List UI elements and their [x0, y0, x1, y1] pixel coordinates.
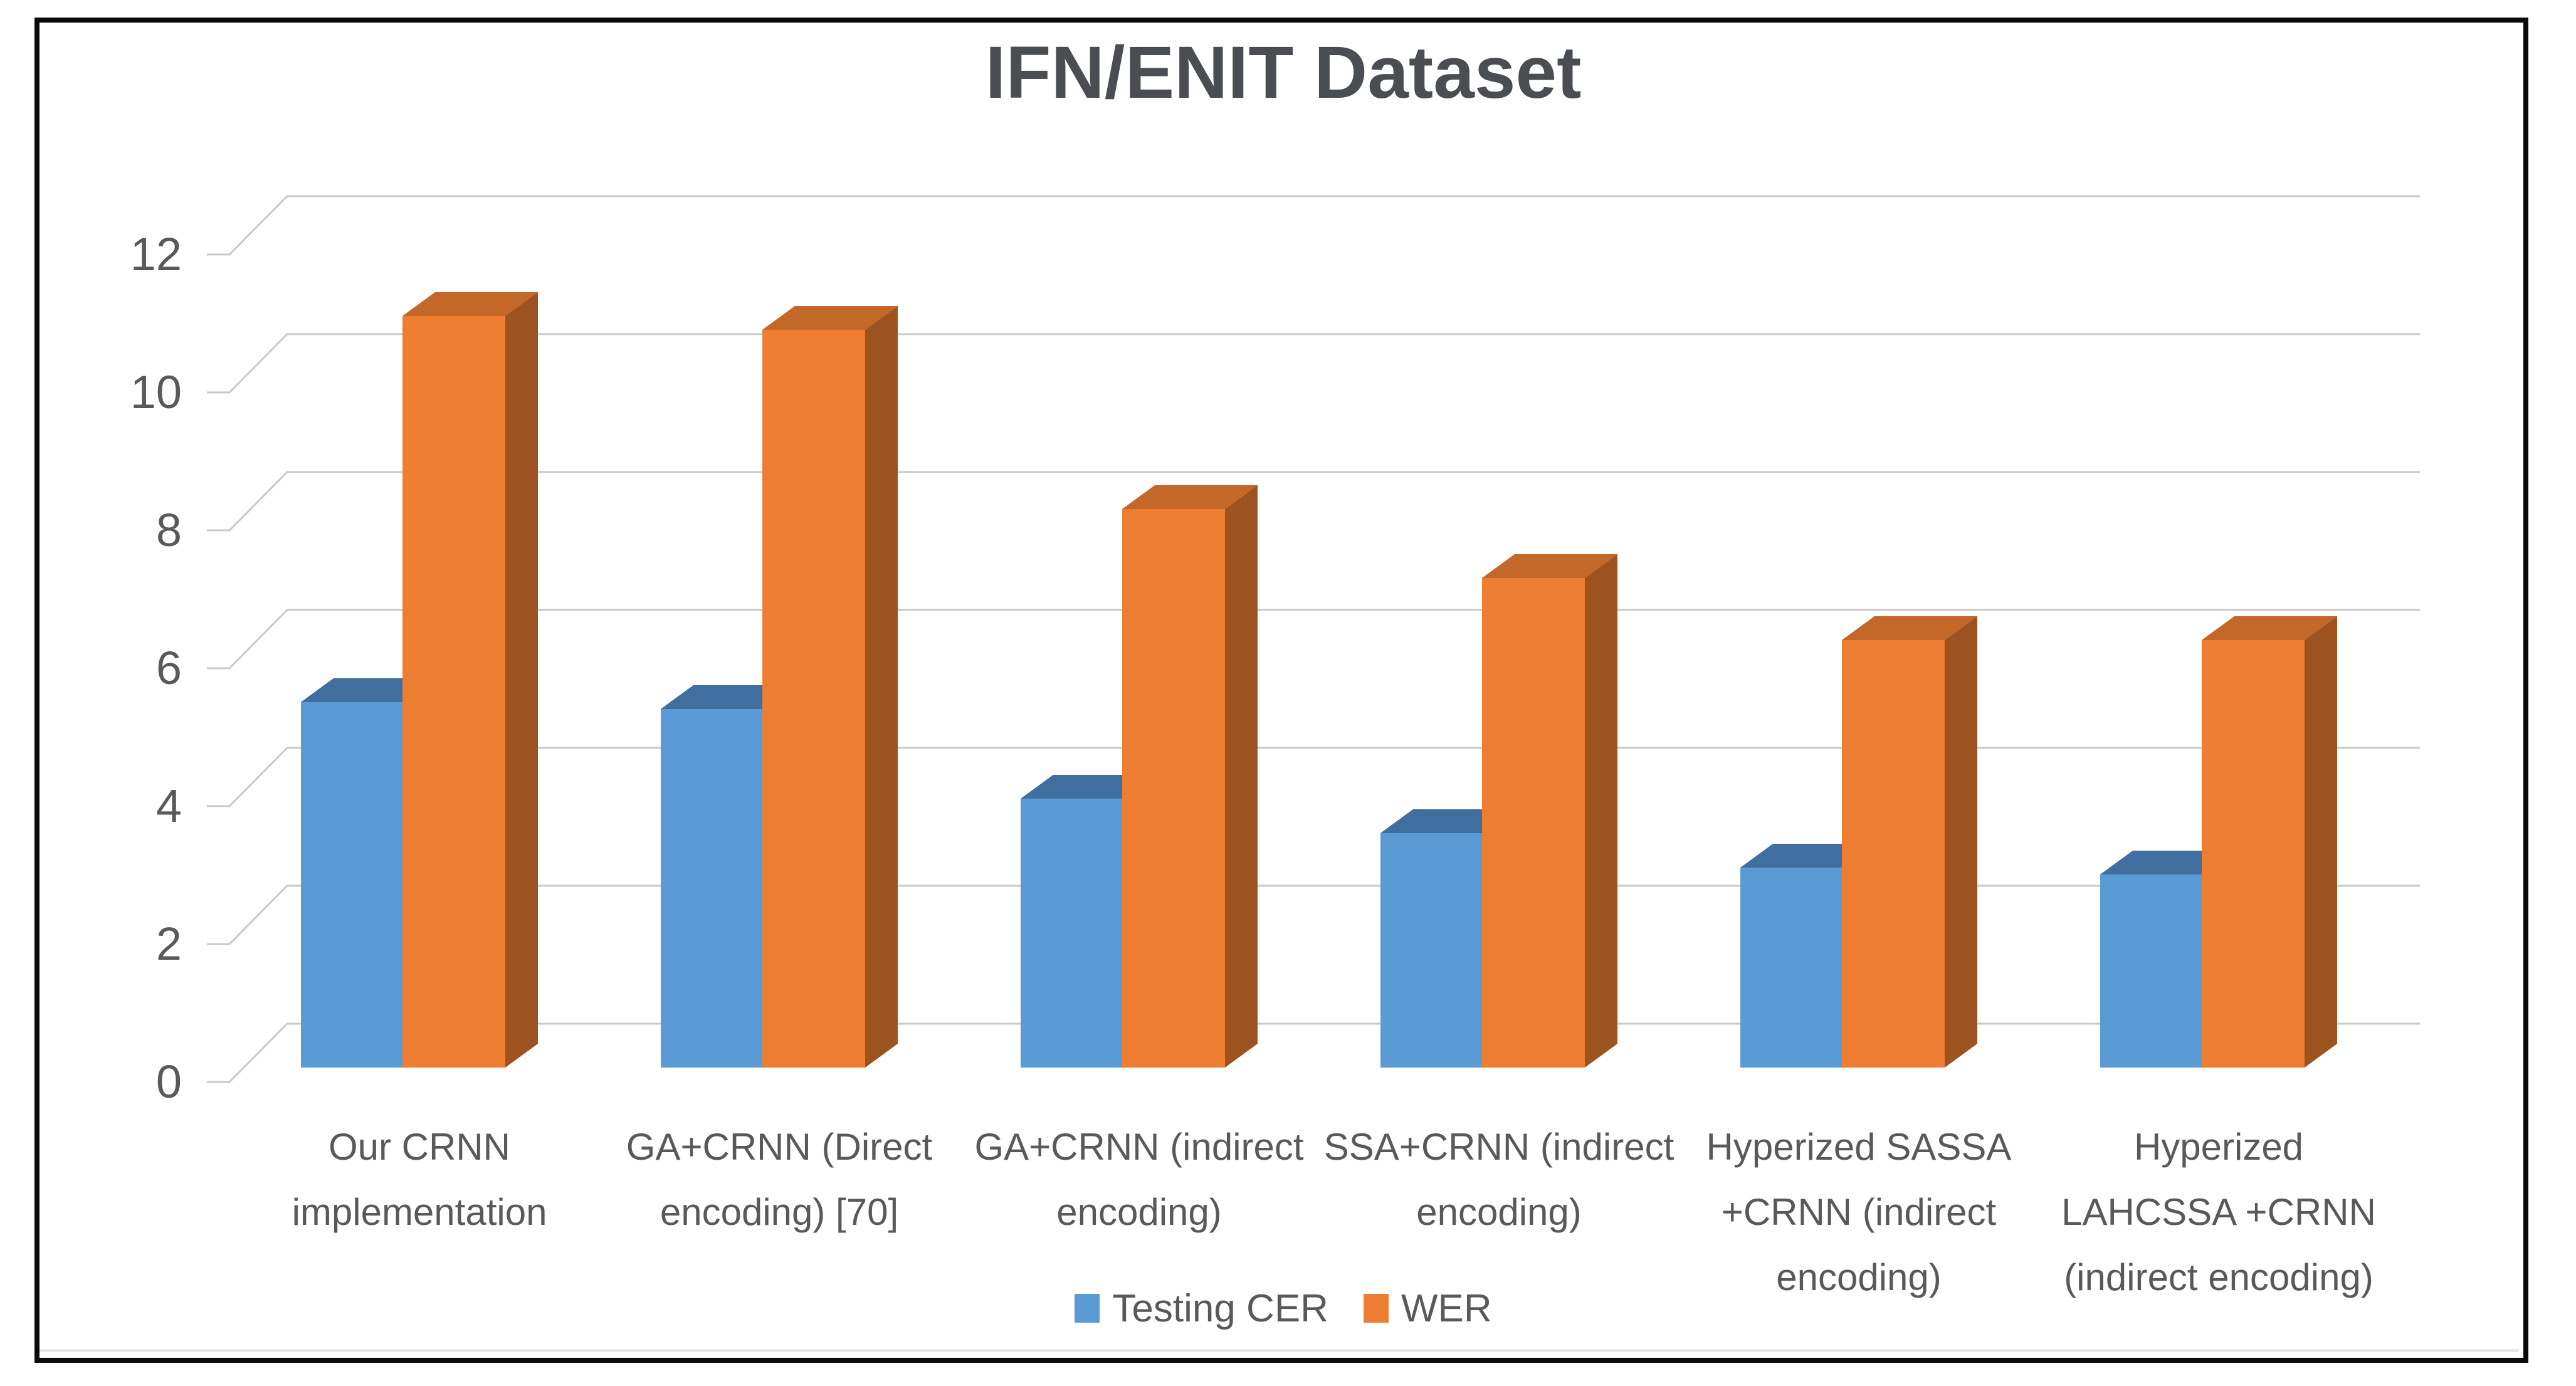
bottom-divider-line — [39, 1349, 2519, 1352]
gridline-12 — [207, 195, 2420, 256]
bar-side-wer-4 — [1945, 616, 1977, 1068]
bar-side-wer-0 — [505, 292, 538, 1068]
legend-swatch-wer — [1363, 1294, 1389, 1323]
bar-side-wer-1 — [865, 306, 898, 1068]
legend-item-testing-cer: Testing CER — [1075, 1286, 1328, 1331]
legend-label-testing-cer: Testing CER — [1112, 1286, 1328, 1330]
bar-front-wer-0 — [402, 316, 505, 1068]
category-label-5: Hyperized LAHCSSA +CRNN (indirect encodi… — [2061, 1126, 2376, 1298]
category-label-1: GA+CRNN (Direct encoding) [70] — [626, 1126, 933, 1233]
y-axis-tick-label-2: 2 — [155, 918, 182, 970]
bar-front-wer-2 — [1122, 509, 1225, 1068]
y-axis-tick-label-12: 12 — [130, 228, 182, 280]
bar-front-testing-cer-0 — [301, 702, 402, 1068]
category-label-4: Hyperized SASSA +CRNN (indirect encoding… — [1706, 1126, 2012, 1298]
bar-side-wer-2 — [1225, 485, 1258, 1068]
gridline-2 — [207, 885, 2420, 945]
y-axis-tick-label-8: 8 — [155, 504, 182, 556]
gridline-6 — [207, 609, 2420, 669]
legend-item-wer: WER — [1363, 1286, 1492, 1331]
bar-top-wer-4 — [1842, 616, 1977, 640]
category-label-3: SSA+CRNN (indirect encoding) — [1323, 1126, 1674, 1233]
bar-front-wer-4 — [1842, 640, 1945, 1068]
bar-side-wer-3 — [1585, 554, 1617, 1068]
bar-front-testing-cer-5 — [2100, 874, 2202, 1068]
bar-top-wer-2 — [1122, 485, 1258, 509]
y-axis-tick-label-10: 10 — [130, 366, 182, 418]
bar-front-testing-cer-1 — [661, 709, 762, 1068]
bar-front-wer-1 — [762, 330, 865, 1068]
bar-front-wer-3 — [1482, 578, 1585, 1068]
bar-front-testing-cer-3 — [1380, 833, 1482, 1068]
legend-swatch-testing-cer — [1075, 1294, 1100, 1323]
bar-side-wer-5 — [2305, 616, 2337, 1068]
bar-front-wer-5 — [2202, 640, 2305, 1068]
bar-top-testing-cer-5 — [2100, 851, 2234, 874]
bar-top-wer-0 — [402, 292, 538, 316]
gridline-8 — [207, 471, 2420, 532]
category-label-2: GA+CRNN (indirect encoding) — [974, 1126, 1304, 1233]
bar-top-testing-cer-0 — [301, 678, 435, 702]
gridline-0 — [207, 1022, 2420, 1083]
legend: Testing CER WER — [36, 1280, 2530, 1336]
bar-top-wer-3 — [1482, 554, 1617, 578]
chart-title: IFN/ENIT Dataset — [985, 31, 1582, 114]
bar-top-testing-cer-2 — [1021, 775, 1155, 799]
legend-label-wer: WER — [1401, 1286, 1492, 1330]
gridline-10 — [207, 333, 2420, 394]
y-axis-tick-label-4: 4 — [155, 780, 182, 832]
bar-top-testing-cer-4 — [1740, 844, 1874, 868]
bar-front-testing-cer-2 — [1021, 799, 1122, 1068]
bar-top-testing-cer-1 — [661, 685, 795, 709]
bar-top-wer-1 — [762, 306, 898, 330]
y-axis-tick-label-0: 0 — [155, 1056, 182, 1108]
category-label-0: Our CRNN implementation — [292, 1126, 547, 1233]
bar-top-testing-cer-3 — [1380, 809, 1515, 833]
bar-front-testing-cer-4 — [1740, 868, 1842, 1068]
y-axis-tick-label-6: 6 — [155, 642, 182, 694]
gridline-4 — [207, 747, 2420, 807]
bar-top-wer-5 — [2202, 616, 2337, 640]
